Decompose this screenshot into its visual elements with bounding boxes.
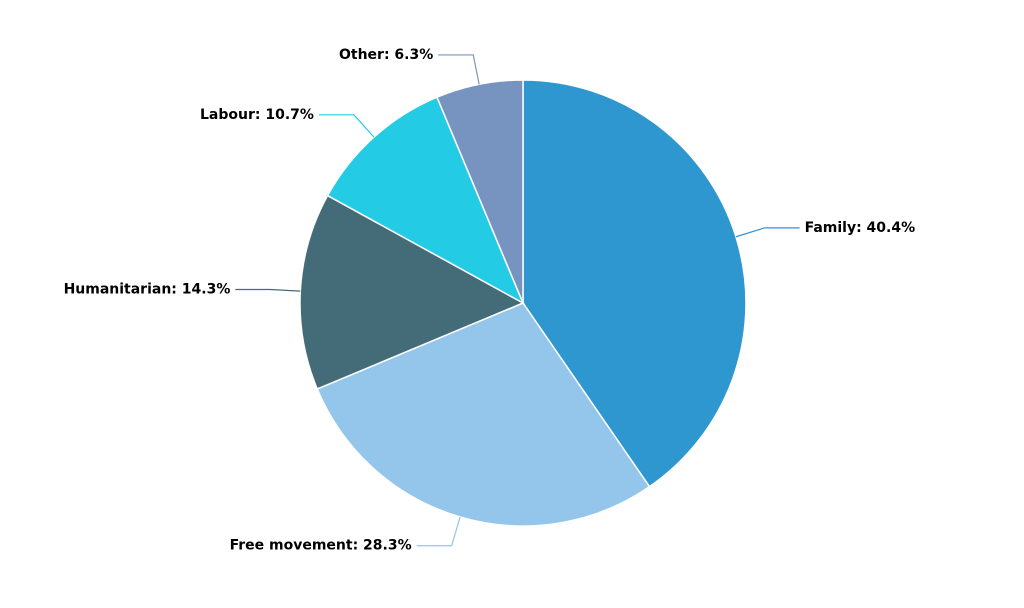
- data-label: Labour: 10.7%: [200, 107, 314, 123]
- connector: [438, 54, 480, 85]
- data-label: Free movement: 28.3%: [230, 538, 412, 554]
- data-label: Family: 40.4%: [805, 220, 916, 236]
- pie-slice: [436, 79, 524, 304]
- connector: [235, 288, 301, 292]
- connector: [318, 114, 375, 138]
- connector: [735, 227, 800, 238]
- data-label: Other: 6.3%: [339, 47, 433, 63]
- connector: [416, 516, 461, 547]
- pie-slice: [326, 96, 525, 305]
- pie-slice: [299, 194, 525, 390]
- data-label: Humanitarian: 14.3%: [64, 281, 231, 297]
